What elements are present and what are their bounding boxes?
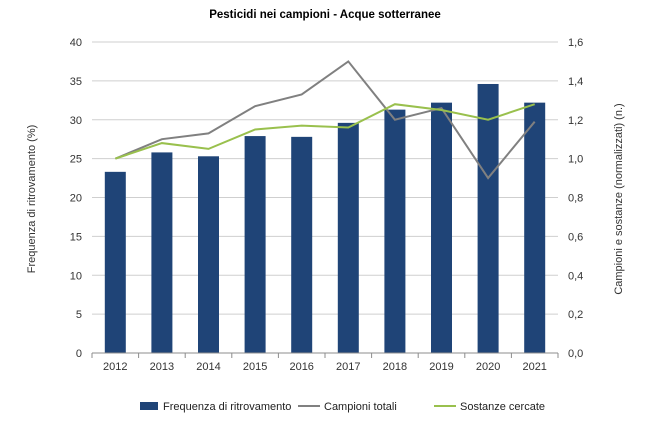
line-sostanze-cercate [114, 103, 536, 160]
left-tick-label: 40 [70, 37, 82, 49]
right-axis-title: Campioni e sostanze (normalizzati) (n.) [613, 103, 625, 294]
right-tick-label: 0,2 [568, 309, 583, 321]
line-campioni-totali [114, 60, 536, 180]
x-tick-label: 2020 [476, 361, 500, 373]
x-tick-label: 2017 [336, 361, 360, 373]
left-tick-label: 15 [70, 231, 82, 243]
x-tick-label: 2019 [429, 361, 453, 373]
line-series [114, 60, 536, 180]
x-tick-label: 2014 [196, 361, 220, 373]
x-tick-label: 2012 [103, 361, 127, 373]
legend-label: Sostanze cercate [460, 401, 545, 413]
bar [337, 122, 359, 353]
bar-series [104, 83, 546, 354]
x-tick-label: 2018 [383, 361, 407, 373]
left-tick-label: 5 [76, 309, 82, 321]
bar [477, 83, 499, 354]
axes: 0 5 10 15 20 25 30 35 40 0,0 0,2 0,4 0,6 0,8 1,0 1,2 1,4… [70, 37, 584, 373]
right-tick-label: 1,0 [568, 154, 583, 166]
bar [384, 109, 406, 353]
right-tick-label: 1,6 [568, 37, 583, 49]
bar [431, 102, 452, 354]
x-tick-label: 2015 [243, 361, 267, 373]
right-tick-label: 0,8 [568, 193, 583, 205]
left-tick-label: 25 [70, 154, 82, 166]
bar [244, 136, 266, 353]
bar [291, 136, 313, 353]
left-tick-label: 0 [76, 348, 82, 360]
bar [151, 152, 173, 353]
bar [524, 102, 546, 354]
left-tick-label: 35 [70, 76, 82, 88]
right-tick-label: 0,4 [568, 270, 583, 282]
left-tick-label: 30 [70, 115, 82, 127]
left-tick-label: 20 [70, 193, 82, 205]
x-tick-label: 2016 [289, 361, 313, 373]
chart-title: Pesticidi nei campioni - Acque sotterran… [209, 9, 441, 21]
bar [198, 156, 219, 353]
bar [104, 171, 126, 353]
right-tick-label: 1,2 [568, 115, 583, 127]
legend-label: Campioni totali [324, 401, 397, 413]
x-tick-label: 2021 [522, 361, 546, 373]
right-tick-label: 0,6 [568, 231, 583, 243]
x-tick-label: 2013 [150, 361, 174, 373]
right-tick-label: 0,0 [568, 348, 583, 360]
legend-swatch-bar [140, 402, 158, 410]
right-tick-label: 1,4 [568, 76, 583, 88]
legend-label: Frequenza di ritrovamento [163, 401, 291, 413]
left-tick-label: 10 [70, 270, 82, 282]
left-axis-title: Frequenza di ritrovamento (%) [26, 125, 38, 274]
legend: Frequenza di ritrovamento Campioni totali… [140, 401, 545, 413]
